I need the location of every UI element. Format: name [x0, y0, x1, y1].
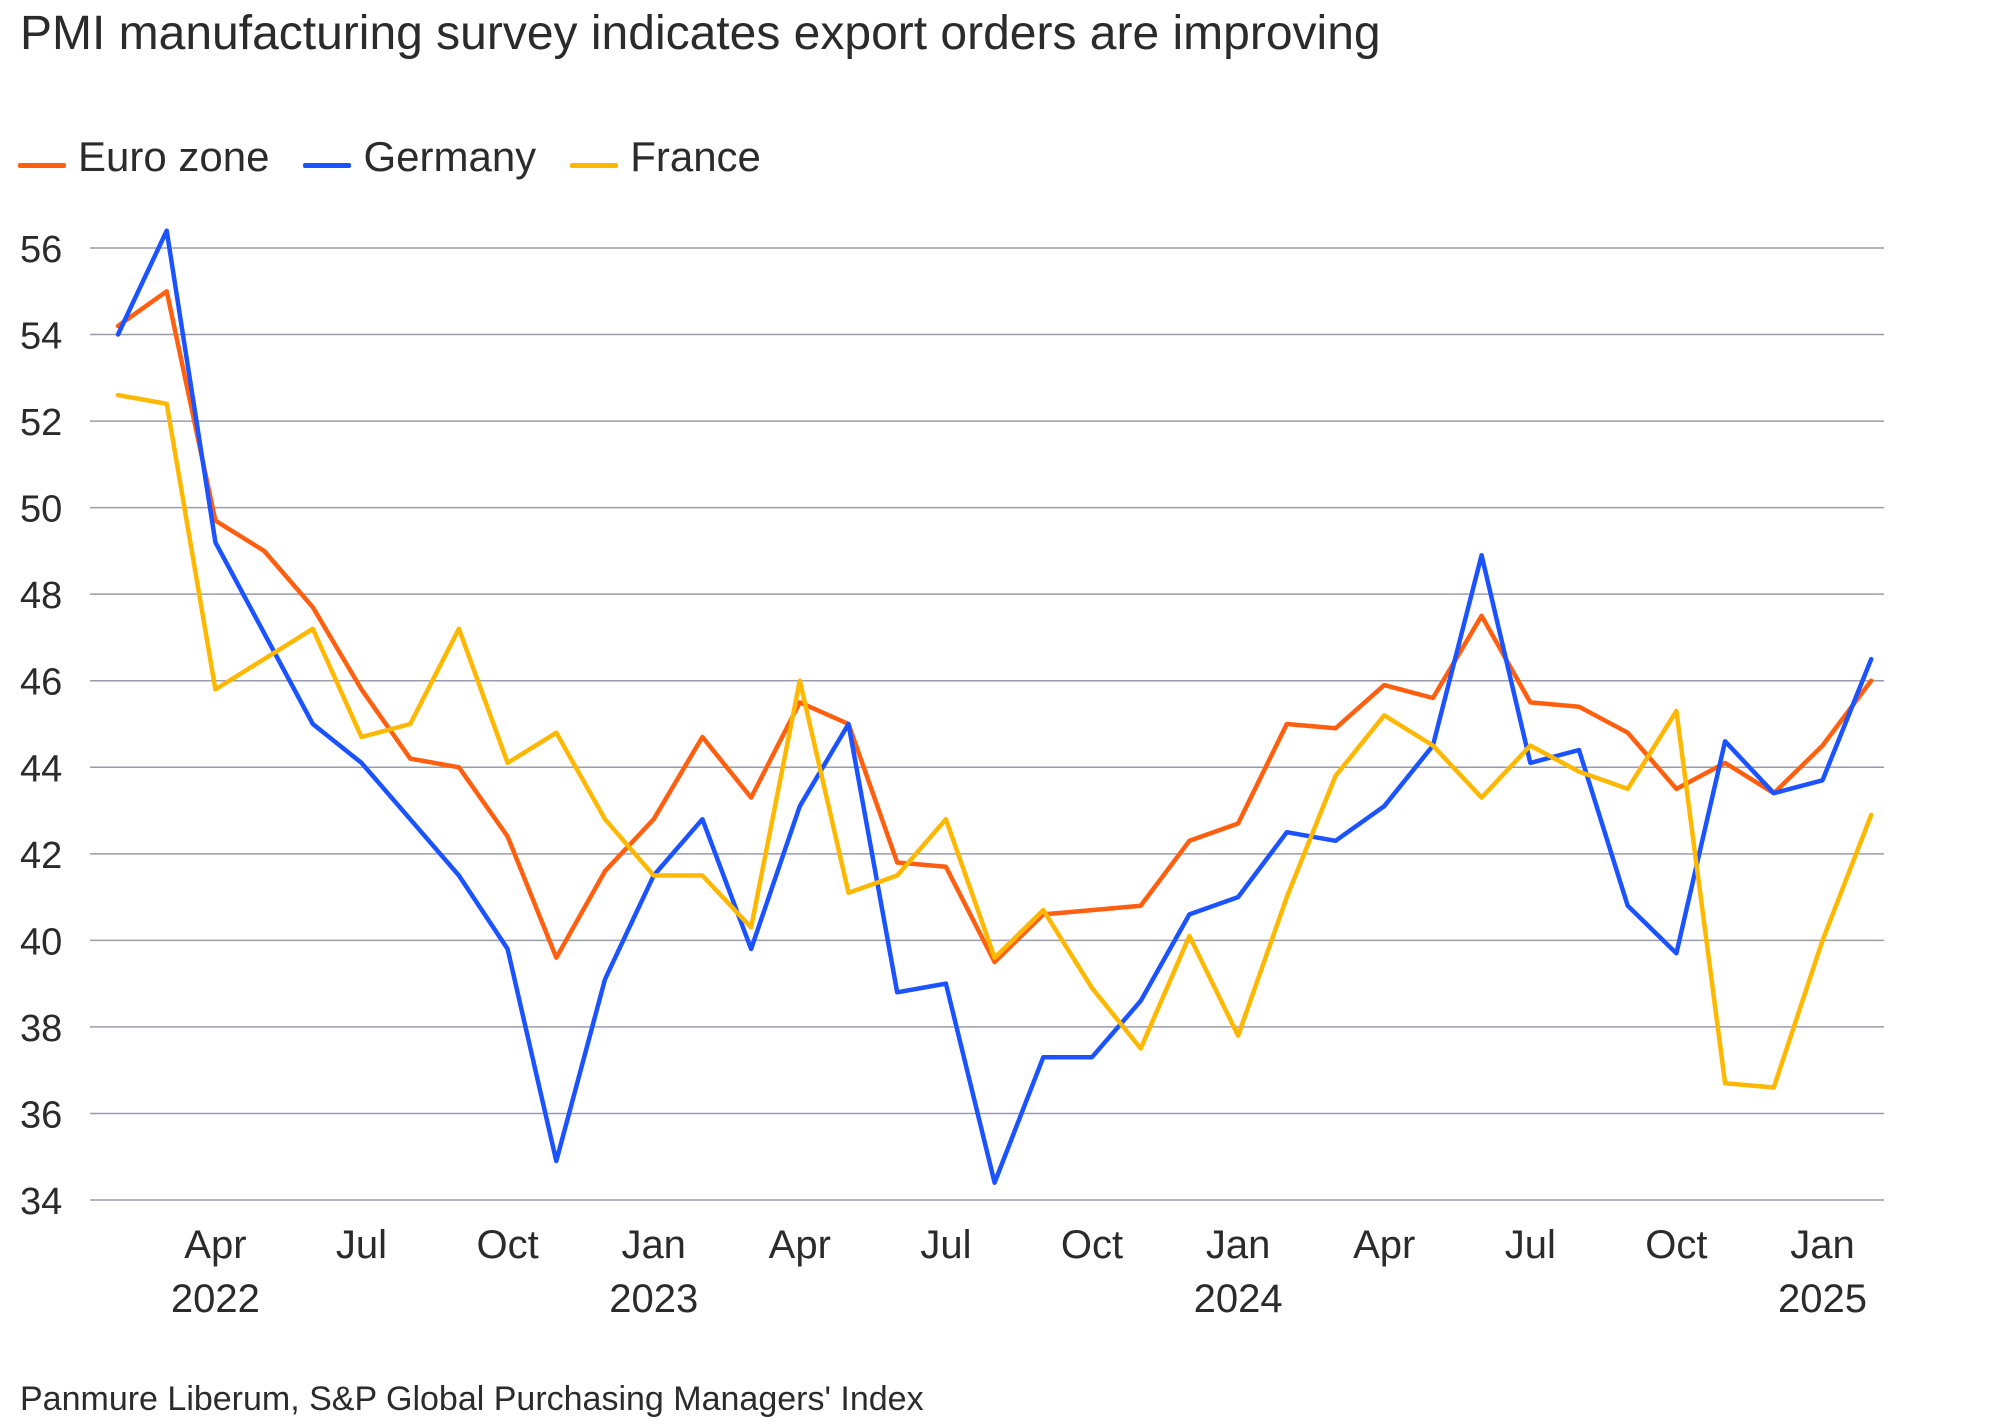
y-tick-label-34: 34	[20, 1181, 62, 1223]
y-tick-label-46: 46	[20, 662, 62, 704]
x-tick-label-2022-10: Oct	[476, 1223, 538, 1267]
y-tick-label-52: 52	[20, 402, 62, 444]
x-tick-label-2023-01: Jan	[621, 1223, 686, 1267]
x-tick-year-2022: 2022	[171, 1277, 260, 1321]
series-lines	[115, 228, 1874, 1185]
legend-label-germany: Germany	[363, 133, 537, 180]
y-tick-label-48: 48	[20, 575, 62, 617]
x-tick-label-2023-10: Oct	[1061, 1223, 1123, 1267]
x-tick-label-2023-07: Jul	[920, 1223, 971, 1267]
legend-item-euro-zone: Euro zone	[18, 133, 269, 181]
x-axis-ticks: Apr 2022 Jul Oct Jan 2023 Apr Jul Oct Jan 2024 Apr J…	[171, 1223, 1867, 1321]
x-tick-label-2024-10: Oct	[1645, 1223, 1707, 1267]
x-tick-label-2022-04: Apr	[184, 1223, 246, 1267]
legend-item-germany: Germany	[303, 133, 536, 181]
legend-swatch-germany	[303, 162, 352, 168]
y-tick-label-56: 56	[20, 229, 62, 271]
y-tick-label-36: 36	[20, 1094, 62, 1136]
legend-label-france: France	[630, 133, 761, 180]
y-axis-ticks: 34 36 38 40 42 44 46 48 50 52 54 56	[20, 229, 62, 1223]
legend-label-euro-zone: Euro zone	[78, 133, 270, 180]
x-tick-label-2025-01: Jan	[1790, 1223, 1855, 1267]
x-tick-label-2024-01: Jan	[1206, 1223, 1271, 1267]
y-tick-label-54: 54	[20, 316, 62, 358]
x-tick-year-2023: 2023	[609, 1277, 698, 1321]
y-tick-label-44: 44	[20, 748, 62, 790]
y-tick-label-42: 42	[20, 835, 62, 877]
x-tick-year-2024: 2024	[1194, 1277, 1283, 1321]
y-tick-label-38: 38	[20, 1008, 62, 1050]
y-tick-label-40: 40	[20, 921, 62, 963]
x-tick-label-2024-04: Apr	[1353, 1223, 1415, 1267]
chart-title: PMI manufacturing survey indicates expor…	[20, 7, 1381, 60]
x-tick-label-2024-07: Jul	[1505, 1223, 1556, 1267]
x-tick-label-2022-07: Jul	[336, 1223, 387, 1267]
legend: Euro zone Germany France	[18, 132, 795, 182]
series-line-germany	[115, 228, 1874, 1185]
series-line-france	[115, 392, 1874, 1090]
legend-swatch-euro-zone	[18, 162, 66, 168]
legend-swatch-france	[570, 162, 619, 168]
source-note: Panmure Liberum, S&P Global Purchasing M…	[20, 1380, 924, 1418]
x-tick-year-2025: 2025	[1778, 1277, 1867, 1321]
series-line-euro-zone	[115, 289, 1874, 965]
y-tick-label-50: 50	[20, 489, 62, 531]
x-tick-label-2023-04: Apr	[769, 1223, 831, 1267]
legend-item-france: France	[570, 133, 761, 181]
